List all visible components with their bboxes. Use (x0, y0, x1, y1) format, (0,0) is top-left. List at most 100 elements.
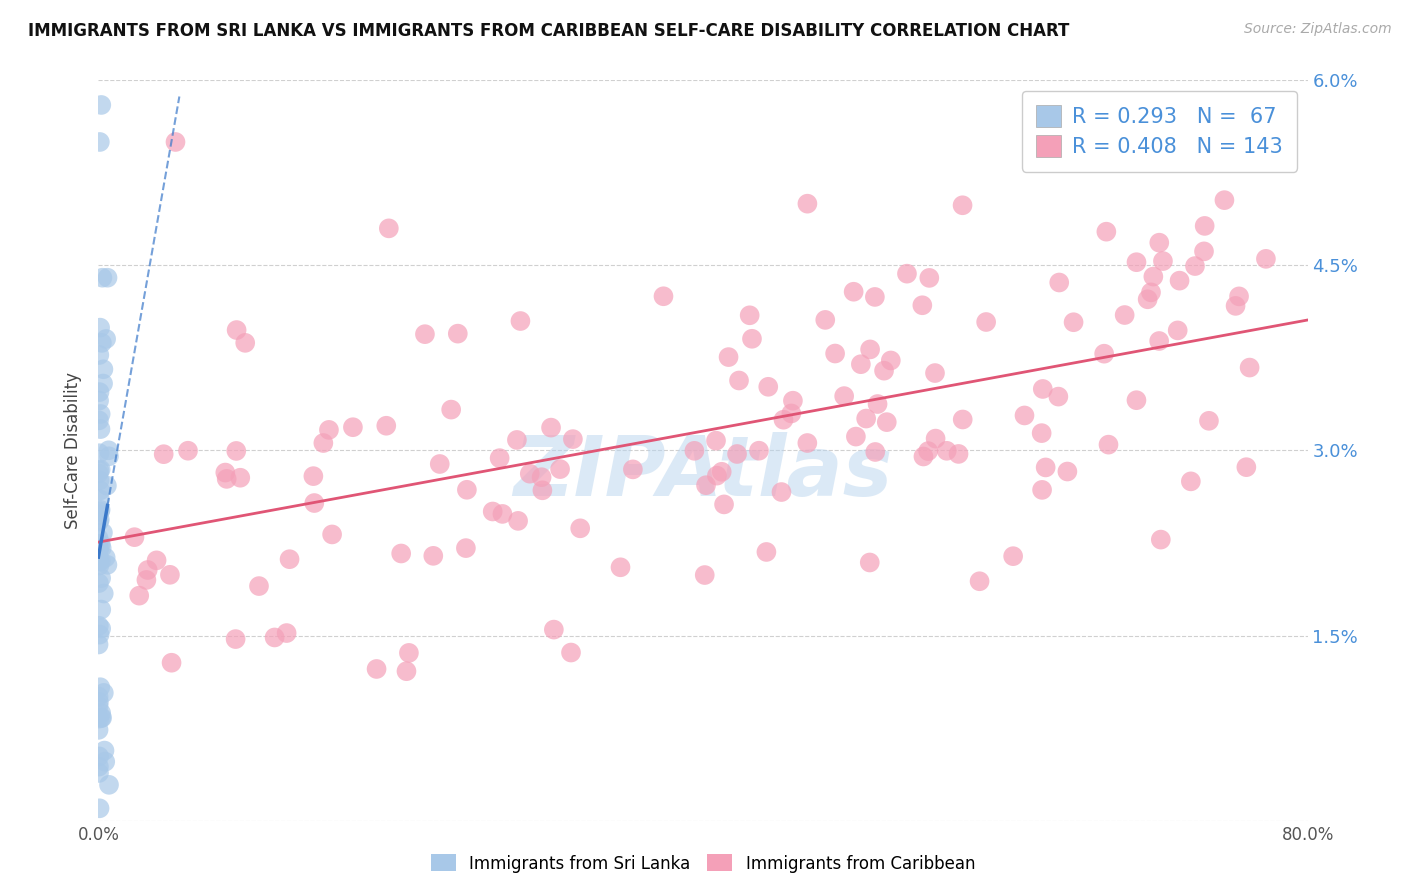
Text: Source: ZipAtlas.com: Source: ZipAtlas.com (1244, 22, 1392, 37)
Point (89, 801, 111, 815)
Point (456, 483, 478, 497)
Point (89, 505, 111, 519)
Point (1035, 460, 1057, 475)
Point (609, 560, 631, 574)
Point (652, 289, 675, 303)
Point (924, 432, 946, 446)
Point (429, 457, 451, 471)
Point (543, 623, 565, 637)
Point (89, 749, 111, 764)
Point (91, 525, 114, 540)
Point (91, 376, 114, 391)
Point (1125, 393, 1147, 408)
Point (1152, 254, 1174, 268)
Point (96, 558, 118, 572)
Point (89, 483, 111, 498)
Point (683, 443, 706, 458)
Point (378, 221, 401, 235)
Point (97, 443, 120, 458)
Point (422, 549, 444, 563)
Point (215, 472, 238, 486)
Point (509, 314, 531, 328)
Point (1225, 299, 1247, 313)
Point (1150, 533, 1173, 547)
Point (229, 471, 252, 485)
Point (278, 552, 301, 566)
Point (342, 420, 364, 434)
Point (935, 443, 957, 458)
Point (87, 413, 110, 427)
Point (89, 385, 111, 400)
Point (90, 622, 112, 636)
Point (1198, 414, 1220, 428)
Point (165, 135, 187, 149)
Point (90, 503, 112, 517)
Point (89, 492, 111, 507)
Point (98, 778, 121, 792)
Point (1142, 269, 1164, 284)
Point (87, 712, 110, 726)
Point (375, 418, 398, 433)
Point (135, 573, 157, 587)
Point (506, 433, 529, 447)
Point (87, 543, 110, 558)
Point (488, 451, 510, 466)
Point (866, 397, 889, 411)
Point (824, 346, 846, 360)
Point (89, 474, 111, 488)
Point (93, 362, 115, 376)
Point (952, 198, 974, 212)
Point (87, 618, 110, 632)
Point (87, 508, 110, 522)
Point (87, 576, 110, 591)
Point (89, 135, 111, 149)
Point (1097, 437, 1119, 451)
Point (738, 308, 761, 322)
Point (506, 514, 529, 528)
Point (706, 468, 728, 483)
Point (725, 447, 748, 461)
Point (918, 271, 941, 285)
Point (366, 662, 388, 676)
Point (87, 759, 110, 773)
Point (247, 579, 270, 593)
Point (748, 443, 770, 458)
Point (87, 638, 110, 652)
Point (855, 411, 877, 425)
Point (491, 507, 513, 521)
Point (770, 485, 793, 500)
Point (911, 298, 934, 312)
Point (873, 364, 896, 378)
Point (1136, 293, 1159, 307)
Point (90, 541, 112, 556)
Point (233, 335, 256, 350)
Point (304, 496, 326, 510)
Point (413, 327, 436, 342)
Point (96, 478, 118, 492)
Point (89, 422, 111, 436)
Point (90, 537, 112, 551)
Point (87, 541, 110, 555)
Point (796, 196, 818, 211)
Point (90, 335, 112, 350)
Point (440, 402, 463, 417)
Point (98, 450, 121, 464)
Point (90, 711, 112, 725)
Text: IMMIGRANTS FROM SRI LANKA VS IMMIGRANTS FROM CARIBBEAN SELF-CARE DISABILITY CORR: IMMIGRANTS FROM SRI LANKA VS IMMIGRANTS … (28, 22, 1070, 40)
Point (152, 447, 174, 461)
Point (842, 285, 865, 299)
Point (1047, 276, 1070, 290)
Point (312, 436, 335, 450)
Point (1180, 475, 1202, 489)
Point (845, 429, 868, 443)
Point (782, 393, 804, 408)
Point (952, 412, 974, 426)
Text: ZIPAtlas: ZIPAtlas (513, 432, 893, 513)
Point (1239, 360, 1261, 375)
Point (772, 413, 794, 427)
Point (849, 357, 872, 371)
Point (87, 723, 110, 737)
Point (124, 530, 146, 544)
Point (1031, 426, 1053, 441)
Point (1184, 259, 1206, 273)
